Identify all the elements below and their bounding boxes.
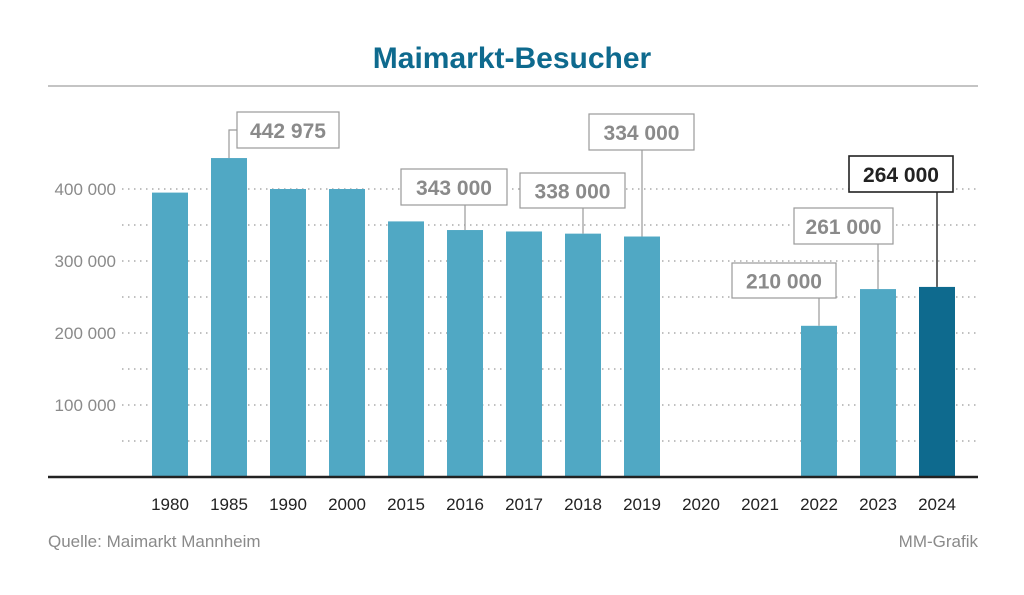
x-tick-label: 2021 <box>741 495 779 514</box>
value-callout-box <box>236 111 340 149</box>
bar-2019 <box>624 236 660 477</box>
bar-1985 <box>211 158 247 478</box>
value-label-1985: 442 975 <box>250 120 326 143</box>
value-label-2023: 261 000 <box>806 216 882 239</box>
y-tick-label: 100 000 <box>55 396 116 415</box>
x-tick-label: 1980 <box>151 495 189 514</box>
x-tick-label: 2000 <box>328 495 366 514</box>
value-callout-box <box>400 168 508 206</box>
bar-2024 <box>919 286 955 477</box>
value-label-2024: 264 000 <box>863 164 939 187</box>
value-label-2016: 343 000 <box>416 177 492 200</box>
value-label-2018: 338 000 <box>535 181 611 204</box>
callout-leader <box>228 129 237 159</box>
x-tick-label: 2015 <box>387 495 425 514</box>
value-label-2019: 334 000 <box>604 122 680 145</box>
x-tick-label: 2020 <box>682 495 720 514</box>
chart-title: Maimarkt-Besucher <box>373 42 652 75</box>
bar-2017 <box>506 231 542 477</box>
x-tick-label: 2017 <box>505 495 543 514</box>
bar-2000 <box>329 189 365 477</box>
bar-1990 <box>270 189 306 477</box>
value-callout-box <box>588 113 695 151</box>
bar-2015 <box>388 221 424 477</box>
value-callout-box <box>793 207 894 245</box>
x-tick-label: 2019 <box>623 495 661 514</box>
value-callout-box <box>731 262 837 299</box>
bar-2022 <box>801 325 837 477</box>
x-tick-label: 1985 <box>210 495 248 514</box>
callout-layer: 442 975 343 000 338 000 334 000 210 000 261 0… <box>228 111 954 326</box>
bar-1980 <box>152 192 188 477</box>
x-tick-label: 2022 <box>800 495 838 514</box>
y-tick-label: 300 000 <box>55 252 116 271</box>
x-axis: 1980 1985 1990 2000 2015 2016 2017 2018 2019 2020… <box>151 495 956 514</box>
bar-2018 <box>565 233 601 477</box>
x-tick-label: 2023 <box>859 495 897 514</box>
y-tick-label: 200 000 <box>55 324 116 343</box>
x-tick-label: 2016 <box>446 495 484 514</box>
y-tick-label: 400 000 <box>55 180 116 199</box>
y-axis: 100 000 200 000 300 000 400 000 <box>55 180 116 415</box>
value-callout-box <box>519 172 626 209</box>
credit-note: MM-Grafik <box>899 532 979 551</box>
bar-2016 <box>447 230 483 477</box>
x-tick-label: 1990 <box>269 495 307 514</box>
bar-layer <box>152 158 955 478</box>
value-label-2022: 210 000 <box>746 271 822 294</box>
value-callout-box <box>848 155 954 193</box>
x-tick-label: 2024 <box>918 495 956 514</box>
source-note: Quelle: Maimarkt Mannheim <box>48 532 261 551</box>
x-tick-label: 2018 <box>564 495 602 514</box>
bar-2023 <box>860 289 896 477</box>
